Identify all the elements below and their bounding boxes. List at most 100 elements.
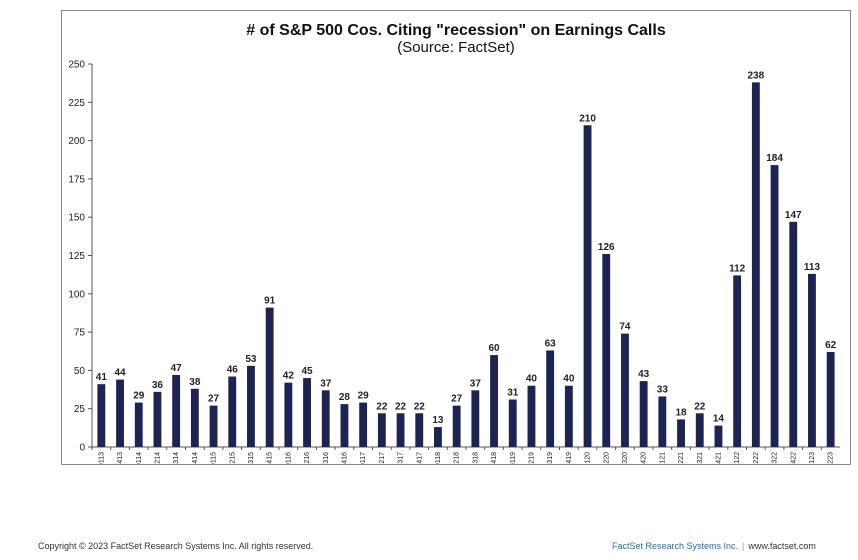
x-tick-label: Q123 [809,452,816,464]
x-tick-label: Q413 [117,452,124,464]
data-label: 18 [675,407,687,418]
x-tick-label: Q116 [285,452,292,464]
bar [564,385,573,447]
data-label: 113 [804,262,821,273]
bar [639,381,648,447]
y-tick-label: 75 [74,328,86,339]
x-tick-label: Q322 [772,452,779,464]
y-tick-label: 200 [68,136,85,147]
bar [321,390,330,447]
data-label: 43 [638,369,650,380]
bar [695,413,704,447]
data-label: 126 [598,242,615,253]
x-tick-label: Q223 [828,452,835,464]
bar [209,405,218,447]
data-label: 22 [694,401,706,412]
y-tick-label: 175 [68,174,85,185]
bar [621,333,629,447]
data-label: 53 [245,354,257,365]
data-label: 46 [227,365,239,376]
data-label: 184 [766,153,783,164]
x-tick-label: Q113 [98,452,105,464]
x-tick-label: Q117 [360,452,367,464]
bar [452,405,461,447]
x-tick-label: Q121 [659,452,666,464]
data-label: 45 [301,366,313,377]
bar [97,384,106,447]
x-tick-label: Q218 [454,452,461,464]
x-tick-label: Q118 [435,452,442,464]
bar [471,390,480,447]
bar [116,379,124,447]
data-label: 27 [451,394,463,405]
x-tick-label: Q319 [547,452,554,464]
data-label: 22 [376,401,388,412]
bar [770,165,779,447]
chart-frame: # of S&P 500 Cos. Citing "recession" on … [61,10,851,465]
data-label: 14 [713,414,725,425]
x-tick-label: Q416 [341,452,348,464]
bar [508,399,517,447]
bar [340,404,349,447]
bar [602,253,611,447]
bar [190,388,199,447]
x-tick-label: Q222 [753,452,760,464]
bars [97,82,835,447]
x-tick-label: Q314 [173,452,180,464]
x-tick-label: Q120 [585,452,592,464]
x-tick-label: Q115 [211,452,218,464]
x-tick-label: Q114 [136,452,143,464]
footer-copyright: Copyright © 2023 FactSet Research System… [38,541,314,551]
data-label: 147 [785,210,802,221]
bar [546,350,555,447]
bar [247,365,255,447]
bar [490,355,498,447]
footer-brand-link[interactable]: FactSet Research Systems Inc. [612,541,739,551]
x-tick-label: Q414 [192,452,199,464]
x-tick-label: Q316 [323,452,330,464]
chart-title: # of S&P 500 Cos. Citing "recession" on … [246,22,666,39]
x-tick-labels: Q113 Q413 Q114 Q214 Q314 Q414 Q115 Q215 Q315 Q415… [98,452,834,464]
data-label: 210 [579,113,596,124]
data-label: 22 [414,401,426,412]
data-label: 31 [507,388,519,399]
bar [733,275,742,447]
data-label: 74 [619,322,631,333]
bar [415,413,424,447]
data-label: 27 [208,394,220,405]
data-label: 36 [152,380,164,391]
x-tick-label: Q215 [229,452,236,464]
data-label: 29 [358,391,370,402]
y-tick-label: 50 [74,366,86,377]
bar [172,374,181,447]
x-tick-label: Q420 [641,452,648,464]
data-label: 63 [545,338,557,349]
data-label: 29 [133,391,145,402]
bar [583,125,592,447]
bar [658,396,667,447]
data-label: 38 [189,377,201,388]
bar [265,307,274,447]
data-label: 41 [96,372,108,383]
data-label: 238 [748,70,765,81]
data-label: 13 [432,415,444,426]
data-label: 44 [114,368,126,379]
data-label: 40 [563,374,575,385]
bar [134,402,143,447]
y-tick-label: 125 [68,251,85,262]
footer-website-link[interactable]: www.factset.com [748,541,816,551]
x-tick-label: Q422 [790,452,797,464]
data-label: 42 [283,371,295,382]
bar [228,376,237,447]
chart-subtitle: (Source: FactSet) [397,39,515,56]
x-tick-label: Q320 [622,452,629,464]
y-tick-label: 100 [68,289,85,300]
y-tick-label: 225 [68,98,85,109]
x-tick-label: Q217 [379,452,386,464]
data-label: 60 [488,343,500,354]
footer-separator: | [742,541,745,551]
bar [527,385,536,447]
x-tick-label: Q321 [697,452,704,464]
bar [153,391,162,447]
x-tick-label: Q220 [603,452,610,464]
